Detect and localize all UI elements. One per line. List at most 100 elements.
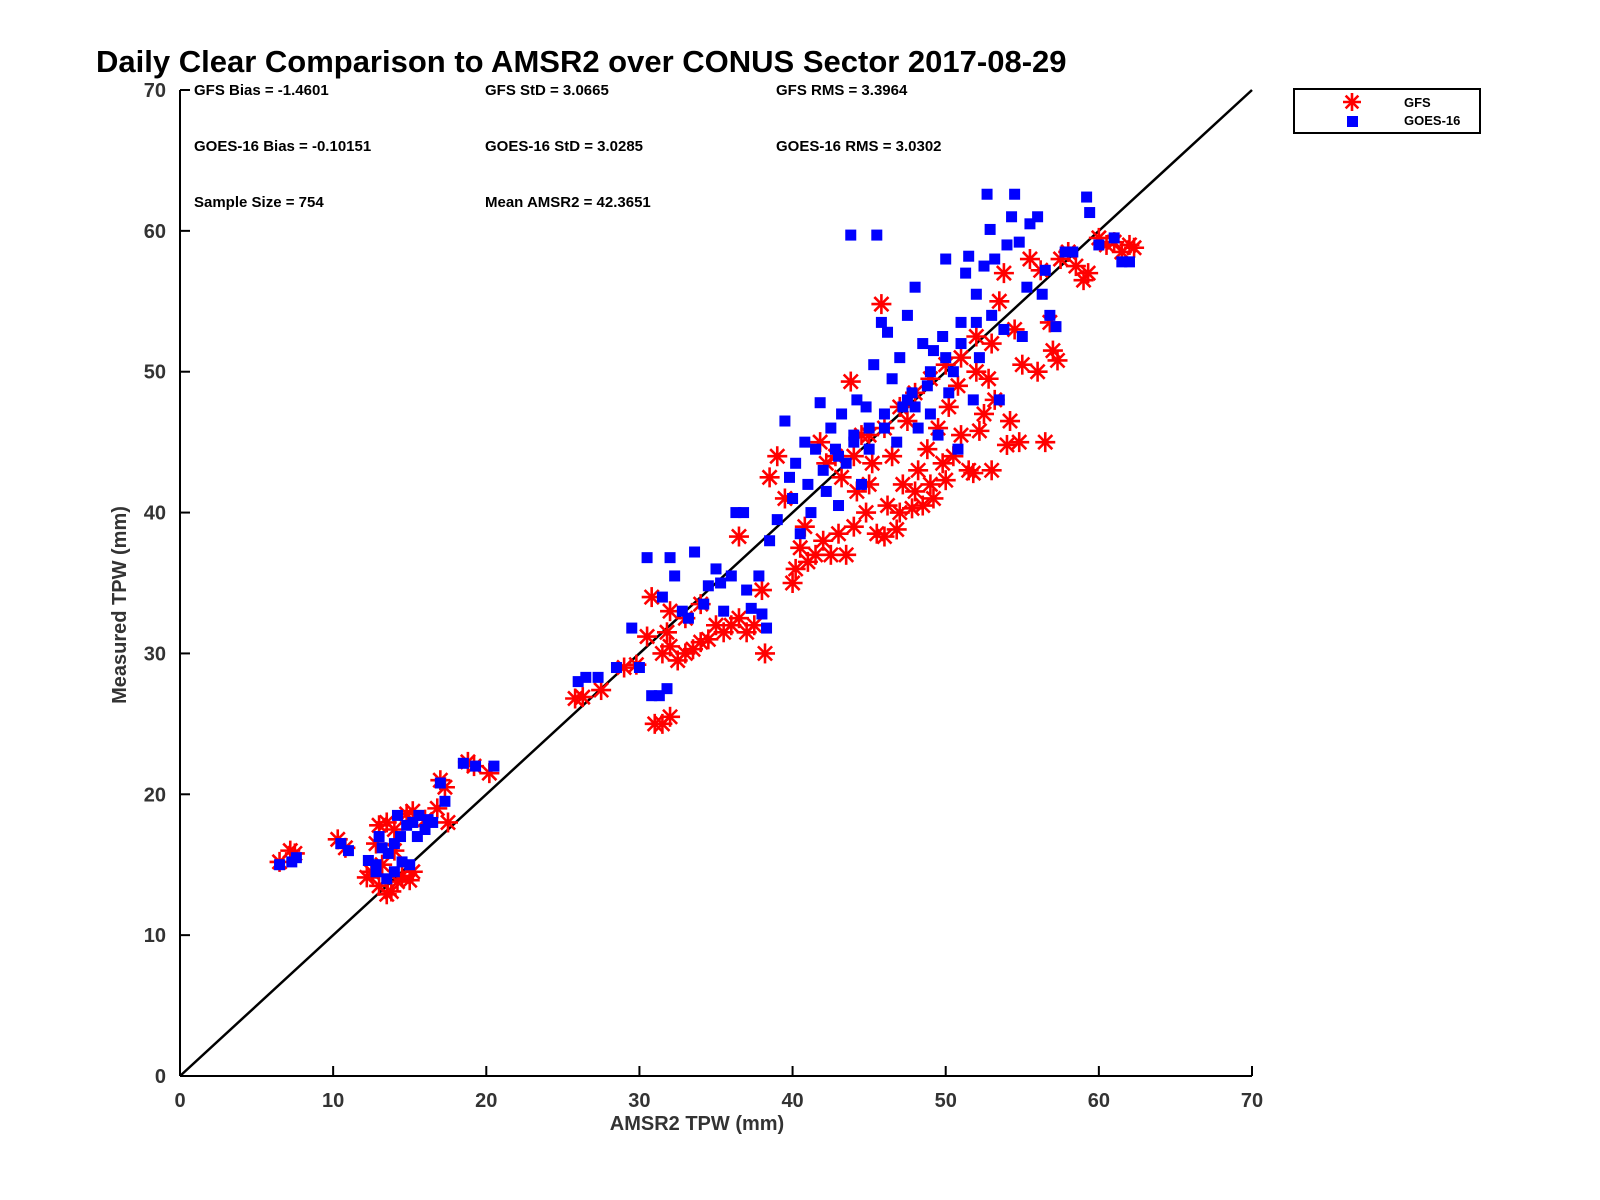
statistics-block: GFS Bias = -1.4601 GFS StD = 3.0665 GFS … (194, 82, 942, 211)
axis-ticks: 0 10 20 30 40 50 60 70 0 10 20 30 40 50 60 70 (144, 80, 1263, 1112)
goes16-point (382, 847, 394, 859)
gfs-point (981, 460, 1002, 481)
x-tick-label: 40 (781, 1090, 803, 1112)
gfs-point (698, 629, 719, 650)
goes16-point (702, 580, 714, 592)
gfs-point (923, 488, 944, 509)
goes16-point (955, 316, 967, 328)
x-axis-label: AMSR2 TPW (mm) (610, 1113, 784, 1135)
gfs-point (897, 411, 918, 432)
gfs-point (591, 680, 612, 701)
goes16-point (784, 471, 796, 483)
x-tick-label: 20 (475, 1090, 497, 1112)
goes16-point (710, 563, 722, 575)
goes16-point (764, 535, 776, 547)
gfs-point (856, 502, 877, 523)
goes16-point (610, 662, 622, 674)
gfs-point (951, 347, 972, 368)
goes16-point (676, 605, 688, 617)
goes16-point (947, 366, 959, 378)
goes16-point (689, 546, 701, 558)
goes16-point (1044, 309, 1056, 321)
goes16-point (771, 514, 783, 526)
goes16-point (698, 598, 710, 610)
goes16-point (836, 408, 848, 420)
goes16-point (401, 819, 413, 831)
gfs-point (759, 467, 780, 488)
goes16-point (932, 429, 944, 441)
gfs-point (744, 615, 765, 636)
x-tick-label: 60 (1088, 1090, 1110, 1112)
goes16-point (457, 757, 469, 769)
gfs-point (917, 439, 938, 460)
goes16-point (434, 777, 446, 789)
y-tick-label: 0 (155, 1066, 166, 1088)
goes16-point (863, 443, 875, 455)
gfs-point (1027, 361, 1048, 382)
goes16-point (924, 366, 936, 378)
goes16-point (860, 401, 872, 413)
goes16-point (290, 852, 302, 864)
gfs-point (969, 420, 990, 441)
goes16-point (820, 485, 832, 497)
goes16-point (646, 690, 658, 702)
goes16-point (779, 415, 791, 427)
stat-goes16-rms: GOES-16 RMS = 3.0302 (776, 138, 942, 155)
goes16-point (981, 188, 993, 200)
gfs-point (1078, 263, 1099, 284)
goes16-point (439, 795, 451, 807)
goes16-point (388, 866, 400, 878)
gfs-point (978, 368, 999, 389)
goes16-point (799, 436, 811, 448)
goes16-point (851, 394, 863, 406)
goes16-point (912, 422, 924, 434)
x-tick-label: 10 (322, 1090, 344, 1112)
stat-goes16-bias: GOES-16 Bias = -0.10151 (194, 138, 371, 155)
goes16-point (656, 591, 668, 603)
goes16-point (391, 809, 403, 821)
goes16-point (840, 457, 852, 469)
legend-goes16-marker (1347, 116, 1358, 127)
goes16-point (1036, 288, 1048, 300)
gfs-point (996, 434, 1017, 455)
series-gfs (269, 227, 1145, 905)
goes16-point (470, 760, 482, 772)
stat-goes16-std: GOES-16 StD = 3.0285 (485, 138, 643, 155)
goes16-point (682, 612, 694, 624)
goes16-point (725, 570, 737, 582)
goes16-point (897, 401, 909, 413)
goes16-point (1024, 218, 1036, 230)
goes16-point (937, 331, 949, 342)
plot-area (179, 90, 1252, 1077)
goes16-point (1067, 246, 1079, 258)
gfs-point (831, 467, 852, 488)
goes16-point (833, 500, 845, 512)
goes16-point (396, 856, 408, 868)
goes16-point (1093, 239, 1105, 251)
chart-title: Daily Clear Comparison to AMSR2 over CON… (96, 44, 1067, 79)
x-tick-label: 50 (935, 1090, 957, 1112)
gfs-point (974, 403, 994, 424)
stat-gfs-bias: GFS Bias = -1.4601 (194, 82, 329, 99)
goes16-point (984, 223, 996, 235)
goes16-point (1059, 246, 1071, 258)
goes16-point (395, 831, 407, 843)
goes16-point (653, 690, 665, 702)
goes16-point (787, 492, 799, 504)
gfs-point (905, 481, 926, 502)
gfs-point (813, 530, 834, 551)
gfs-point (1124, 237, 1145, 258)
goes16-point (661, 683, 673, 695)
goes16-point (810, 443, 822, 455)
goes16-point (891, 436, 903, 448)
goes16-point (1108, 232, 1120, 244)
gfs-point (843, 516, 864, 537)
gfs-point (963, 463, 984, 484)
goes16-point (370, 859, 382, 871)
goes16-point (641, 552, 653, 564)
goes16-point (901, 309, 913, 321)
goes16-point (1021, 281, 1033, 293)
gfs-point (637, 626, 658, 647)
gfs-point (912, 495, 933, 516)
legend-box (1293, 88, 1481, 134)
